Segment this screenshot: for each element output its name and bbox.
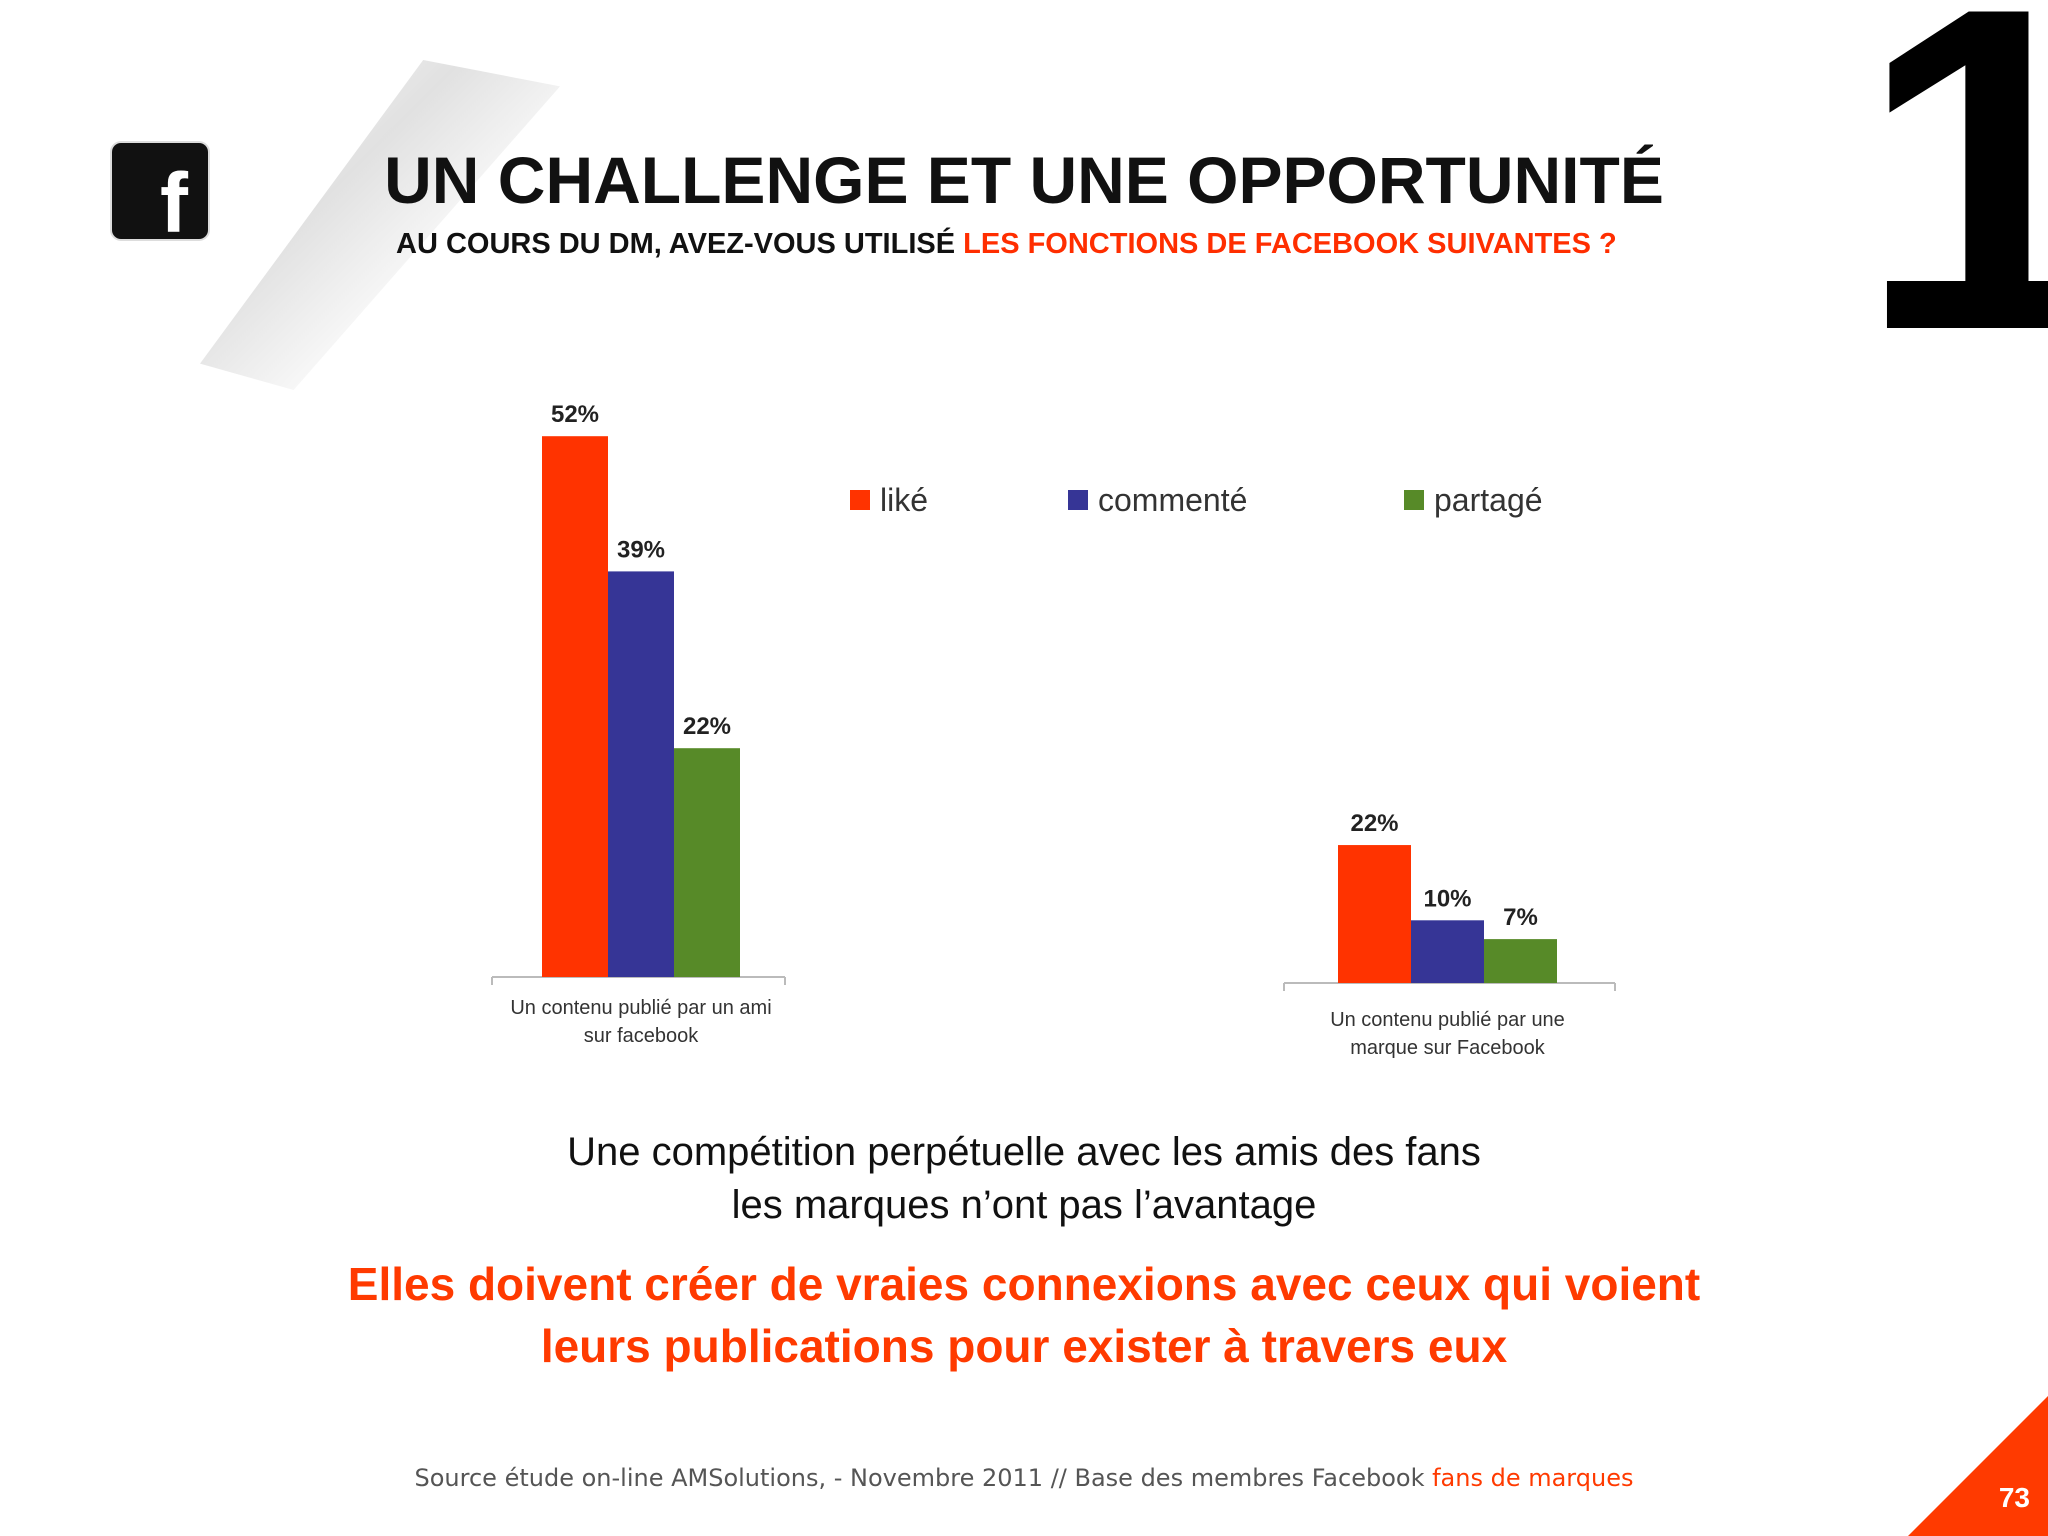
bar-value-label: 22% xyxy=(683,713,731,740)
chart-legend: liké commenté partagé xyxy=(850,482,1543,518)
subtitle-prefix: AU COURS DU DM, AVEZ-VOUS UTILISÉ xyxy=(396,228,964,260)
page-subtitle: AU COURS DU DM, AVEZ-VOUS UTILISÉ LES FO… xyxy=(396,228,1617,261)
facebook-icon: f xyxy=(112,143,208,245)
source-note: Source étude on-line AMSolutions, - Nove… xyxy=(0,1464,2048,1492)
page-number: 73 xyxy=(1998,1482,2030,1513)
chart-brand-content: 22% 10% 7% Un contenu publié par une marque … xyxy=(1283,810,1616,1059)
bar-value-label: 10% xyxy=(1423,885,1471,912)
category-label: Un contenu publié par un ami xyxy=(510,997,771,1019)
statement-line-2: les marques n’ont pas l’avantage xyxy=(731,1183,1317,1228)
bar-value-label: 22% xyxy=(1350,810,1398,837)
page-title: UN CHALLENGE ET UNE OPPORTUNITÉ xyxy=(384,143,1664,217)
bar-like xyxy=(542,436,608,977)
category-label: marque sur Facebook xyxy=(1350,1037,1546,1059)
bar-comment xyxy=(1411,920,1484,983)
chart-friend-content: 52% 39% 22% Un contenu publié par un ami sur… xyxy=(491,401,786,1047)
legend-swatch xyxy=(1068,490,1088,510)
bar-like xyxy=(1338,845,1411,983)
bar-charts: 52% 39% 22% Un contenu publié par un ami sur… xyxy=(491,401,1616,1059)
bar-share xyxy=(674,748,740,977)
legend-label: liké xyxy=(880,482,928,518)
bar-share xyxy=(1484,939,1557,983)
source-accent: fans de marques xyxy=(1432,1464,1634,1492)
key-message-line-1: Elles doivent créer de vraies connexions… xyxy=(347,1258,1701,1310)
legend-swatch xyxy=(1404,490,1424,510)
facebook-logo-letter: f xyxy=(160,156,188,250)
bar-comment xyxy=(608,571,674,977)
legend-label: commenté xyxy=(1098,482,1247,518)
key-message-line-2: leurs publications pour exister à traver… xyxy=(540,1319,1508,1372)
bar-value-label: 39% xyxy=(617,536,665,563)
bar-value-label: 52% xyxy=(551,401,599,428)
legend-label: partagé xyxy=(1434,482,1543,518)
statement-line-1: Une compétition perpétuelle avec les ami… xyxy=(567,1130,1481,1174)
bar-value-label: 7% xyxy=(1503,904,1538,931)
legend-swatch xyxy=(850,490,870,510)
key-message: Elles doivent créer de vraies connexions… xyxy=(0,1254,2048,1377)
category-label: Un contenu publié par une xyxy=(1330,1009,1565,1031)
statement: Une compétition perpétuelle avec les ami… xyxy=(0,1126,2048,1232)
category-label: sur facebook xyxy=(584,1025,700,1047)
subtitle-accent: LES FONCTIONS DE FACEBOOK SUIVANTES ? xyxy=(963,228,1617,260)
section-number: 1 xyxy=(1858,0,2048,400)
source-text: Source étude on-line AMSolutions, - Nove… xyxy=(414,1464,1433,1492)
